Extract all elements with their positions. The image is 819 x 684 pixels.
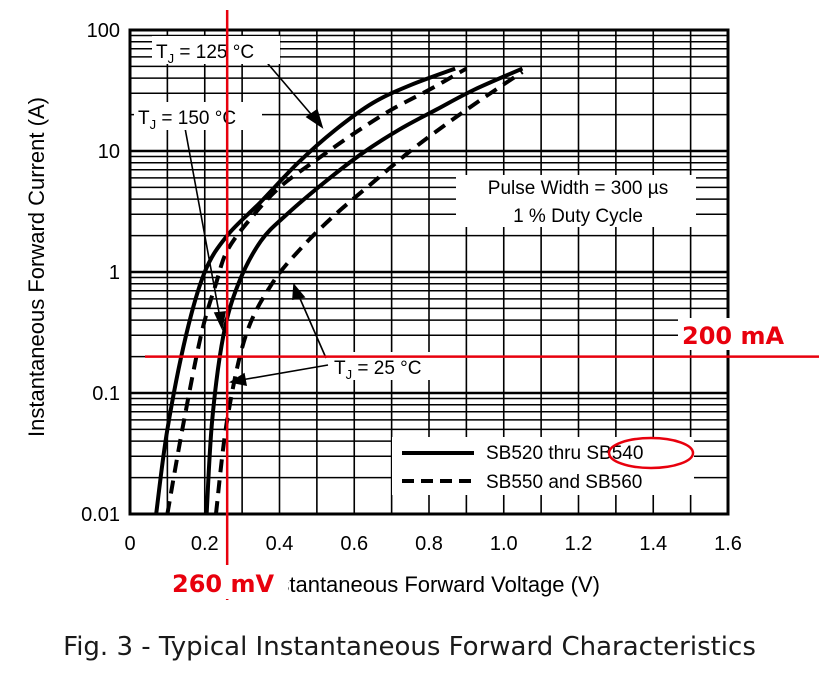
arrowhead-25-b (292, 282, 306, 300)
x-tick-label: 1.6 (714, 533, 742, 555)
label-125-bg (152, 36, 280, 64)
x-tick-label: 1.4 (639, 533, 667, 555)
y-tick-label: 10 (98, 141, 120, 163)
arrowhead-150 (213, 311, 226, 331)
current-label-bg (678, 318, 800, 350)
legend-bg (392, 437, 694, 495)
voltage-label-bg (168, 565, 288, 599)
axis-ticks: 0 0.2 0.4 0.6 0.8 1.0 1.2 1.4 1.6 0.01 0.1 1 10 100 (81, 20, 742, 555)
leader-125 (262, 57, 317, 121)
label-tj-25: TJ = 25 °C (334, 358, 422, 382)
x-tick-label: 0.6 (340, 533, 368, 555)
dashed-series-curve (165, 66, 468, 515)
label-tj-150: TJ = 150 °C (138, 108, 236, 132)
leader-150 (184, 127, 221, 319)
arrowhead-125 (305, 108, 324, 129)
series (154, 66, 524, 515)
y-tick-label: 100 (87, 20, 120, 42)
leader-lines (184, 57, 329, 387)
note-line-1: Pulse Width = 300 µs (488, 178, 668, 199)
leader-25-a (240, 364, 329, 381)
solid-series-curve (154, 66, 456, 515)
note-line-2: 1 % Duty Cycle (513, 206, 643, 227)
label-tj-125: TJ = 125 °C (156, 42, 254, 66)
x-tick-label: 0.4 (266, 533, 294, 555)
voltage-marker-label: 260 mV (172, 570, 274, 598)
x-axis-title: Instantaneous Forward Voltage (V) (260, 572, 600, 597)
leader-25-b (297, 293, 327, 359)
legend-label-solid: SB520 thru SB540 (486, 443, 643, 464)
plot-frame (128, 28, 730, 516)
y-axis-title: Instantaneous Forward Current (A) (24, 97, 49, 437)
x-tick-label: 0 (124, 533, 135, 555)
current-marker-label: 200 mA (682, 322, 784, 350)
x-tick-label: 0.2 (191, 533, 219, 555)
x-tick-label: 0.8 (415, 533, 443, 555)
y-tick-label: 0.01 (81, 504, 120, 526)
solid-series-curve (204, 66, 524, 515)
x-tick-label: 1.2 (565, 533, 593, 555)
note-box-bg (456, 175, 696, 227)
legend-label-dashed: SB550 and SB560 (486, 472, 642, 493)
figure-caption: Fig. 3 - Typical Instantaneous Forward C… (63, 632, 756, 662)
x-tick-label: 1.0 (490, 533, 518, 555)
arrowhead-25-a (228, 372, 247, 387)
y-tick-label: 1 (109, 262, 120, 284)
legend-highlight-ellipse (607, 436, 695, 470)
y-tick-label: 0.1 (92, 383, 120, 405)
label-150-bg (134, 102, 262, 130)
